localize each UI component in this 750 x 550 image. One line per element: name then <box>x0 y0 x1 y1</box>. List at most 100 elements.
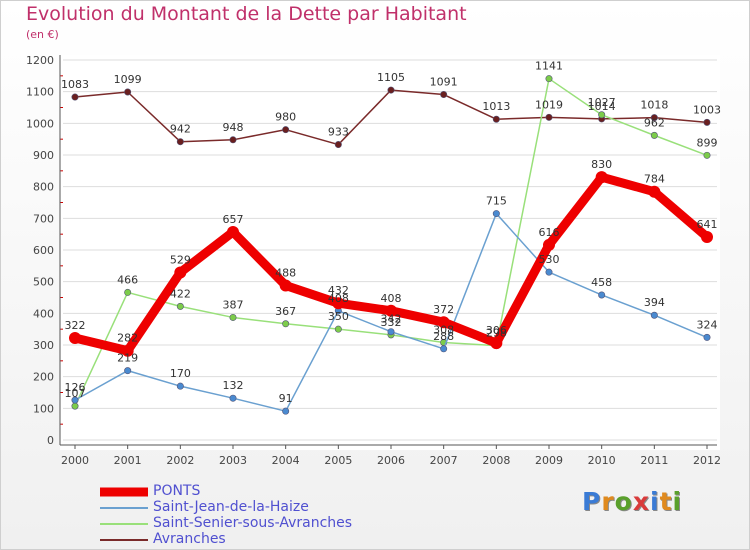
data-label: 367 <box>275 305 296 318</box>
data-label: 1019 <box>535 98 563 111</box>
data-point <box>176 382 184 390</box>
y-tick-label: 400 <box>33 307 54 320</box>
data-point <box>703 118 711 126</box>
data-point <box>282 320 290 328</box>
x-tick-label: 2003 <box>219 454 247 467</box>
x-tick-label: 2000 <box>61 454 89 467</box>
data-label: 306 <box>486 324 507 337</box>
chart-subtitle: (en €) <box>26 28 59 41</box>
data-point <box>650 114 658 122</box>
data-label: 466 <box>117 273 138 286</box>
data-label: 408 <box>381 292 402 305</box>
data-label: 342 <box>381 313 402 326</box>
data-point <box>598 111 606 119</box>
y-tick-label: 1200 <box>26 54 54 67</box>
data-point <box>121 344 134 357</box>
data-label: 1003 <box>693 103 721 116</box>
data-label: 282 <box>117 332 138 345</box>
y-tick-label: 1100 <box>26 86 54 99</box>
data-label: 784 <box>644 173 665 186</box>
data-label: 322 <box>65 319 86 332</box>
y-tick-label: 200 <box>33 371 54 384</box>
x-tick-label: 2004 <box>272 454 300 467</box>
data-label: 1014 <box>588 100 616 113</box>
legend-item: PONTS <box>100 483 400 500</box>
data-point <box>124 367 132 375</box>
data-point <box>71 402 79 410</box>
data-label: 126 <box>65 381 86 394</box>
data-point <box>279 279 292 292</box>
data-label: 933 <box>328 126 349 139</box>
plot-area <box>60 55 720 450</box>
data-point <box>176 302 184 310</box>
data-label: 298 <box>486 327 507 340</box>
data-label: 830 <box>591 158 612 171</box>
x-tick-label: 2007 <box>430 454 458 467</box>
data-label: 1013 <box>482 100 510 113</box>
data-point <box>701 231 713 244</box>
data-point <box>490 337 503 350</box>
data-point <box>69 332 81 345</box>
data-point <box>334 141 342 149</box>
data-label: 529 <box>170 253 191 266</box>
data-point <box>229 313 237 321</box>
data-point <box>124 288 132 296</box>
data-point <box>387 328 395 336</box>
legend-label: Saint-Senier-sous-Avranches <box>153 515 353 531</box>
data-point <box>440 345 448 353</box>
data-point <box>545 113 553 121</box>
data-label: 715 <box>486 195 507 208</box>
legend-item: Avranches <box>100 531 400 548</box>
data-label: 432 <box>328 284 349 297</box>
chart-title: Evolution du Montant de la Dette par Hab… <box>26 3 467 25</box>
legend-swatch <box>100 487 148 497</box>
data-point <box>229 394 237 402</box>
data-label: 1105 <box>377 71 405 84</box>
legend-label: Avranches <box>153 531 226 547</box>
data-label: 288 <box>433 330 454 343</box>
data-label: 1091 <box>430 76 458 89</box>
data-label: 1141 <box>535 60 563 73</box>
proxiti-logo: Proxiti <box>582 487 683 516</box>
data-label: 980 <box>275 111 296 124</box>
data-point <box>437 316 450 329</box>
data-label: 350 <box>328 310 349 323</box>
data-point <box>492 115 500 123</box>
chart-legend: PONTS Saint-Jean-de-la-Haize Saint-Senier-… <box>100 483 400 548</box>
legend-swatch <box>100 523 148 525</box>
y-tick-label: 600 <box>33 244 54 257</box>
data-point <box>598 291 606 299</box>
data-label: 530 <box>539 253 560 266</box>
data-point <box>545 75 553 83</box>
data-label: 962 <box>644 116 665 129</box>
x-tick-label: 2009 <box>535 454 563 467</box>
data-point <box>648 185 661 198</box>
y-tick-label: 0 <box>47 434 54 447</box>
data-point <box>71 396 79 404</box>
legend-label: PONTS <box>153 483 201 499</box>
y-tick-label: 100 <box>33 402 54 415</box>
data-label: 308 <box>433 323 454 336</box>
data-point <box>385 304 397 317</box>
data-point <box>387 86 395 94</box>
x-tick-label: 2001 <box>114 454 142 467</box>
data-label: 394 <box>644 296 665 309</box>
data-point <box>282 407 290 415</box>
data-label: 132 <box>223 379 244 392</box>
data-point <box>229 136 237 144</box>
data-point <box>174 266 187 279</box>
data-label: 332 <box>381 316 402 329</box>
data-point <box>703 333 711 341</box>
legend-item: Saint-Jean-de-la-Haize <box>100 499 400 516</box>
data-point <box>703 151 711 159</box>
x-tick-label: 2010 <box>588 454 616 467</box>
data-label: 488 <box>275 266 296 279</box>
y-tick-label: 300 <box>33 339 54 352</box>
data-point <box>545 268 553 276</box>
data-point <box>595 171 608 184</box>
data-label: 948 <box>223 121 244 134</box>
y-tick-label: 800 <box>33 181 54 194</box>
x-tick-label: 2011 <box>640 454 668 467</box>
data-point <box>543 238 555 251</box>
